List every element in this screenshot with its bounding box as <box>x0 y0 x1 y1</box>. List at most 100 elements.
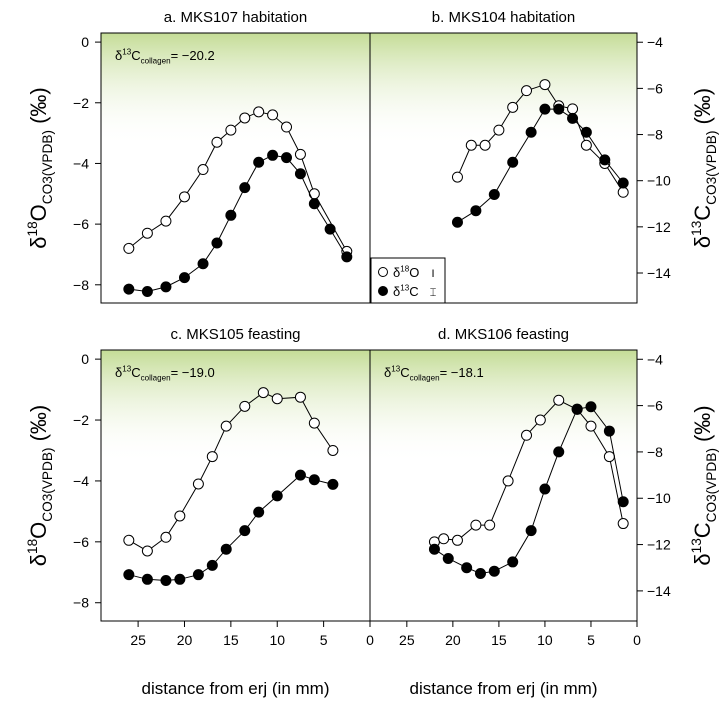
xtick-label-0-3: 10 <box>269 632 285 648</box>
panel-b-carbon-point-6 <box>553 103 565 115</box>
panel-c-carbon-point-11 <box>308 474 320 486</box>
panel-b-oxygen-point-11 <box>617 186 629 198</box>
xtick-label-1-1: 20 <box>445 632 461 648</box>
panel-c-oxygen-point-0 <box>123 534 135 546</box>
panel-a-carbon-point-13 <box>324 223 336 235</box>
right-ylabel-1-main: C <box>690 522 715 538</box>
panel-b-carbon-point-2 <box>488 189 500 201</box>
panel-d-oxygen-point-5 <box>502 475 514 487</box>
panel-b: b. MKS104 habitation <box>370 9 637 228</box>
xtick-label-1-4: 5 <box>587 632 595 648</box>
panel-d-carbon-point-0 <box>428 543 440 555</box>
annotation-c-main: C <box>131 365 140 380</box>
panel-d-carbon-point-10 <box>585 401 597 413</box>
right-ylabel-1-sub: CO3(VPDB) <box>704 448 719 522</box>
panel-a-carbon-point-9 <box>267 149 279 161</box>
legend-errorbar-1: ⌶ <box>430 287 437 299</box>
left-ytick-label-1-1: −2 <box>73 412 89 428</box>
panel-a-oxygen-point-3 <box>178 191 190 203</box>
panel-c-oxygen-point-9 <box>271 393 283 405</box>
panel-b-carbon-point-10 <box>617 177 629 189</box>
panel-c: c. MKS105 feasting δ13Ccollagen= −19.0 <box>101 326 370 586</box>
panel-d-oxygen-point-12 <box>617 518 629 530</box>
panel-d-title: d. MKS106 feasting <box>438 326 569 343</box>
panel-a-carbon-point-5 <box>211 237 223 249</box>
right-ytick-label-0-4: −12 <box>647 219 671 235</box>
panel-d-carbon-point-6 <box>525 525 537 537</box>
left-ylabel-1-main: O <box>26 522 51 539</box>
xtick-label-1-5: 0 <box>633 632 641 648</box>
panel-b-carbon-point-7 <box>567 112 579 124</box>
panel-a-carbon-point-12 <box>308 198 320 210</box>
annotation-a-base: δ <box>115 48 122 63</box>
left-ylabel-1-sup: 18 <box>25 539 40 554</box>
panel-b-carbon-point-8 <box>580 126 592 138</box>
xlabel-0: distance from erj (in mm) <box>142 679 330 698</box>
panel-d-carbon-point-11 <box>603 425 615 437</box>
right-ytick-label-0-5: −14 <box>647 265 671 281</box>
panel-a-oxygen-point-8 <box>253 106 265 118</box>
panel-d-oxygen-point-1 <box>438 533 450 545</box>
annotation-c-sub: collagen <box>141 374 171 383</box>
panel-d-carbon-point-4 <box>488 565 500 577</box>
panel-a-carbon-point-8 <box>253 156 265 168</box>
panel-b-oxygen-point-2 <box>479 139 491 151</box>
left-ylabel-0-base: δ <box>26 237 51 249</box>
panel-a-carbon-point-11 <box>294 168 306 180</box>
panel-c-oxygen-point-11 <box>308 417 320 429</box>
panel-c-oxygen-point-8 <box>257 387 269 399</box>
left-ylabel-0-tail: (‰) <box>26 87 51 130</box>
right-ytick-label-0-0: −4 <box>647 34 663 50</box>
left-ytick-label-0-1: −2 <box>73 95 89 111</box>
panel-b-carbon-point-9 <box>599 154 611 166</box>
annotation-d-main: C <box>400 365 409 380</box>
panel-d-carbon-point-1 <box>442 552 454 564</box>
right-ylabel-1: δ13CCO3(VPDB) (‰) <box>689 405 719 565</box>
panel-b-oxygen-point-4 <box>507 101 519 113</box>
right-ytick-label-0-3: −10 <box>647 173 671 189</box>
panel-c-oxygen-point-10 <box>294 391 306 403</box>
legend-label-1-main: C <box>409 284 418 299</box>
annotation-d-sup: 13 <box>391 365 400 374</box>
legend-label-1-base: δ <box>393 284 400 299</box>
panel-b-oxygen-point-0 <box>451 171 463 183</box>
panel-d-oxygen-point-4 <box>484 519 496 531</box>
right-ylabel-0: δ13CCO3(VPDB) (‰) <box>689 88 719 248</box>
left-ylabel-0-sup: 18 <box>25 221 40 236</box>
panel-b-carbon-point-3 <box>507 156 519 168</box>
panel-c-carbon-point-7 <box>239 525 251 537</box>
panel-b-oxygen-point-8 <box>567 103 579 115</box>
panel-c-oxygen-point-12 <box>327 444 339 456</box>
panel-a-carbon-point-7 <box>239 182 251 194</box>
panel-a-carbon-point-1 <box>141 285 153 297</box>
left-ylabel-1-base: δ <box>26 554 51 566</box>
panel-a-annotation: δ13Ccollagen= −20.2 <box>115 48 215 66</box>
panel-b-carbon-point-5 <box>539 103 551 115</box>
xtick-label-0-0: 25 <box>130 632 146 648</box>
annotation-d-value: = −18.1 <box>440 365 484 380</box>
panel-d-carbon-point-2 <box>461 562 473 574</box>
panel-a: a. MKS107 habitation δ13Ccollagen= −20.2 <box>101 9 370 297</box>
panel-c-carbon-point-0 <box>123 569 135 581</box>
panel-c-shading <box>101 350 370 464</box>
right-ylabel-0-sub: CO3(VPDB) <box>704 131 719 205</box>
panel-d-carbon-point-3 <box>474 568 486 580</box>
right-ylabel-0-tail: (‰) <box>690 88 715 131</box>
xlabel-1: distance from erj (in mm) <box>410 679 598 698</box>
right-ylabel-1-base: δ <box>690 553 715 565</box>
left-ylabel-0-sub: CO3(VPDB) <box>40 130 55 204</box>
panel-b-oxygen-point-1 <box>465 139 477 151</box>
right-ylabel-1-tail: (‰) <box>690 405 715 448</box>
panel-c-oxygen-point-6 <box>220 420 232 432</box>
right-ytick-label-0-1: −6 <box>647 80 663 96</box>
panel-c-oxygen-point-1 <box>141 545 153 557</box>
panel-d-carbon-point-7 <box>539 483 551 495</box>
panel-a-carbon-point-2 <box>160 281 172 293</box>
panel-a-oxygen-point-1 <box>141 227 153 239</box>
panel-d-oxygen-point-2 <box>451 534 463 546</box>
legend-label-0-main: O <box>409 265 419 280</box>
panel-b-carbon-point-0 <box>451 216 463 228</box>
